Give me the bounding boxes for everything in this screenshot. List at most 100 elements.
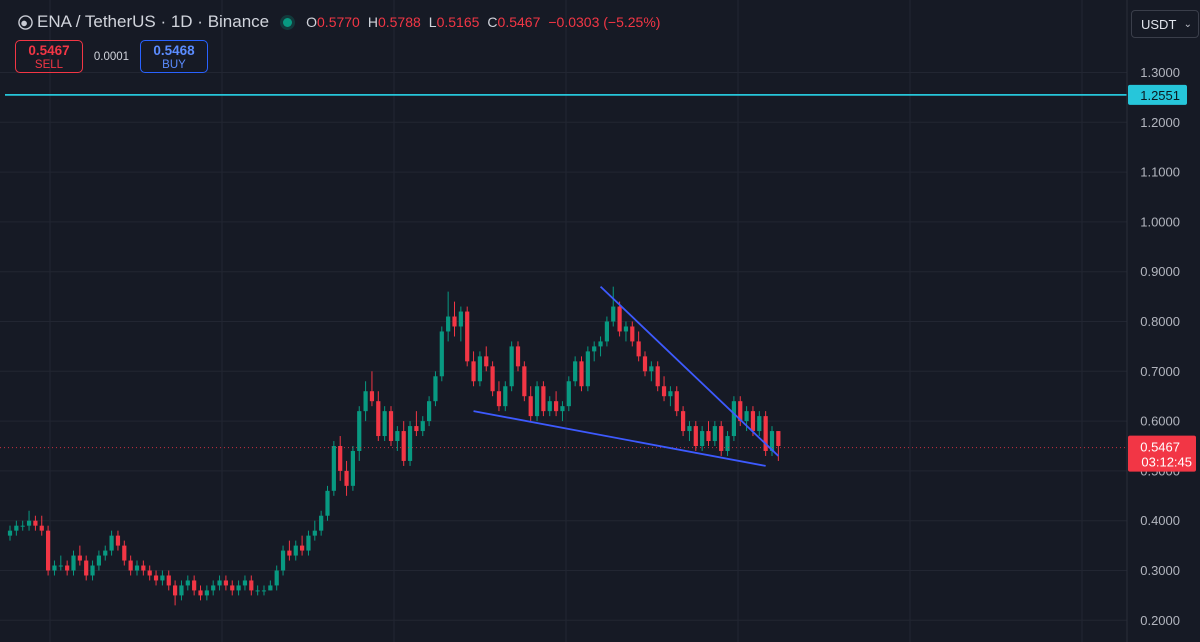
candle-body xyxy=(160,575,165,581)
candle xyxy=(52,560,57,576)
candle xyxy=(103,545,108,561)
price-tick-label: 1.3000 xyxy=(1140,65,1180,80)
candle-body xyxy=(103,550,108,556)
price-axis[interactable]: 1.3000 1.2000 1.1000 1.0000 0.9000 0.8000 0.70… xyxy=(1126,0,1196,642)
candle xyxy=(65,560,70,576)
trendline-upper xyxy=(599,285,779,457)
candle xyxy=(738,396,743,427)
candle-body xyxy=(725,436,730,451)
candle-body xyxy=(649,366,654,372)
price-tick-label: 1.0000 xyxy=(1140,214,1180,229)
candle xyxy=(338,436,343,481)
candle-body xyxy=(776,431,781,446)
price-change: −0.0303 (−5.25%) xyxy=(548,14,661,30)
candle xyxy=(369,371,375,407)
candle-body xyxy=(712,426,717,442)
candle-body xyxy=(388,411,394,442)
candle-body xyxy=(293,545,298,556)
candle xyxy=(46,525,51,576)
chart-drawings[interactable] xyxy=(0,93,1127,467)
buy-label: BUY xyxy=(162,59,186,71)
candle-body xyxy=(230,585,235,591)
price-tick-label: 0.7000 xyxy=(1140,364,1180,379)
candle-body xyxy=(547,401,552,412)
candle-body xyxy=(350,450,355,486)
candle-body xyxy=(522,366,527,397)
candle-body xyxy=(185,580,190,586)
candle xyxy=(757,411,762,437)
candle xyxy=(325,485,330,521)
candle-body xyxy=(738,401,743,422)
candle xyxy=(719,421,724,456)
candle xyxy=(642,351,648,377)
chevron-down-icon: ⌄ xyxy=(1183,18,1192,30)
candle xyxy=(39,515,44,536)
candle-body xyxy=(401,431,406,461)
market-open-indicator xyxy=(283,17,293,27)
candle xyxy=(712,421,717,446)
candle xyxy=(115,530,121,551)
candle xyxy=(573,356,578,387)
candle xyxy=(344,460,349,496)
candle-body xyxy=(115,535,121,546)
candle xyxy=(268,580,273,591)
candle xyxy=(465,306,470,367)
candle xyxy=(534,381,540,422)
candle-body xyxy=(71,555,76,571)
candle-body xyxy=(46,530,51,571)
candle xyxy=(109,530,114,556)
candle xyxy=(77,545,82,566)
candle-body xyxy=(534,386,540,417)
candle-body xyxy=(681,411,686,432)
candle xyxy=(661,376,667,402)
candle-body xyxy=(465,311,470,362)
candle-body xyxy=(433,376,438,402)
candle xyxy=(452,301,457,337)
price-tick-label: 0.2000 xyxy=(1140,613,1180,628)
candle-body xyxy=(211,585,216,591)
candle-body xyxy=(611,306,616,322)
candle-body xyxy=(344,470,349,486)
candle-body xyxy=(382,411,387,437)
candle xyxy=(579,356,584,392)
candle-body xyxy=(261,590,267,592)
candle-body xyxy=(719,426,724,451)
candle-body xyxy=(166,575,171,586)
buy-button[interactable]: 0.5468 BUY xyxy=(140,40,208,73)
candle-body xyxy=(274,570,279,586)
candle xyxy=(293,540,298,561)
candle xyxy=(547,396,552,417)
candle xyxy=(554,391,559,417)
candle xyxy=(681,406,686,437)
sell-button[interactable]: 0.5467 SELL xyxy=(15,40,83,73)
candle xyxy=(26,510,32,531)
candle-body xyxy=(541,386,546,412)
candle xyxy=(395,426,400,451)
candle-body xyxy=(630,326,635,342)
candle xyxy=(566,376,571,412)
candle xyxy=(185,575,190,591)
candle xyxy=(7,525,13,541)
candle xyxy=(287,540,292,561)
candle xyxy=(173,580,178,606)
candle-body xyxy=(496,391,502,407)
candle-body xyxy=(306,535,311,551)
ohlc-close: C0.5467 xyxy=(487,14,541,30)
candle-body xyxy=(192,580,197,591)
candle-body xyxy=(592,346,597,352)
candle xyxy=(763,411,768,456)
symbol-title[interactable]: ENA / TetherUS · 1D · Binance xyxy=(37,12,270,31)
candle-body xyxy=(617,306,622,332)
candle-body xyxy=(249,580,254,591)
candle xyxy=(350,446,355,491)
candle-body xyxy=(84,560,89,576)
candle-body xyxy=(452,316,457,327)
candle-body xyxy=(439,331,444,377)
candle-body xyxy=(700,431,705,446)
candle xyxy=(153,570,159,586)
candle xyxy=(541,381,546,417)
candle xyxy=(471,351,476,387)
currency-select[interactable]: USDT ⌄ xyxy=(1131,10,1199,38)
candle-body xyxy=(471,361,476,382)
